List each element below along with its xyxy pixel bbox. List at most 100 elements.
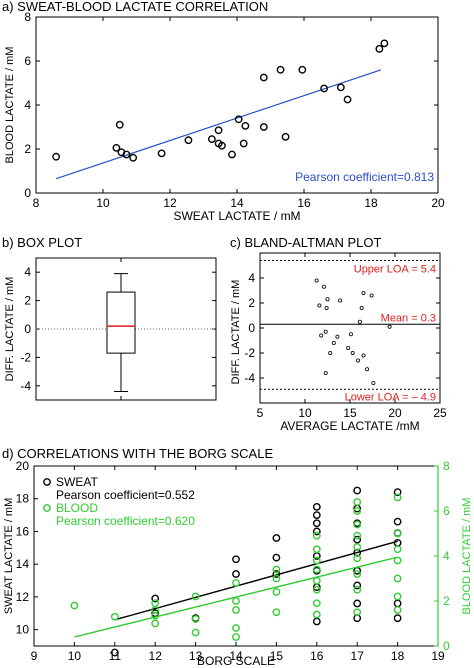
panel-a-frame [35,16,439,194]
panel-d-legend-pearson: Pearson coefficient=0.552 [56,488,195,502]
panel-d-data-point-blood [232,579,240,587]
panel-d-data-point-blood [312,585,321,594]
panel-c-data-point [359,305,364,310]
panel-a-x-tick-label: 18 [364,196,378,210]
panel-d-data-point-sweat [353,486,362,495]
panel-d-data-point-blood [191,615,200,623]
panel-d-x-tick-label: 19 [431,649,445,663]
panel-d-data-point-sweat [312,503,321,511]
panel-a-data-point [112,143,121,152]
panel-a-x-tick-label: 16 [297,196,311,210]
panel-a-data-point [259,123,268,131]
panel-c-data-point [361,353,366,358]
panel-a-data-point [218,141,226,150]
panel-d-x-tick-label: 9 [31,649,38,663]
panel-c-data-point [346,345,351,350]
panel-a-y-tick-label: 0 [24,186,31,200]
panel-c-data-point [361,290,366,295]
panel-d-data-point-blood [312,610,321,619]
panel-d-data-point-blood [272,565,281,574]
panel-d-data-point-blood [312,545,321,554]
panel-a-data-point [380,39,389,48]
panel-d-data-point-blood [353,554,362,563]
panel-a-data-point [259,73,268,82]
panel-d-data-point-blood [232,624,240,632]
panel-b-y-axis-label: DIFF. LACTATE / mM [4,277,16,382]
panel-d-data-point-blood [232,597,240,605]
panel-a-x-tick-label: 8 [33,196,40,210]
panel-a-data-point [115,120,124,129]
panel-d-data-point-blood [110,612,119,621]
panel-d-data-point-blood [272,574,281,583]
panel-a-x-tick-label: 12 [163,196,177,210]
panel-d-data-point-blood [353,608,362,617]
panel-c-title: c) BLAND-ALTMAN PLOT [230,235,382,250]
panel-d-data-point-sweat [353,581,362,590]
panel-a-data-point [320,84,328,93]
panel-d-data-point-blood [151,611,160,620]
panel-d-data-point-blood [353,531,362,540]
panel-d-data-point-sweat [393,599,402,608]
panel-c-y-tick-label: 4 [248,271,255,285]
panel-d-y-tick-label: 12 [16,590,30,604]
panel-d-legend-label: BLOOD [56,501,98,515]
panel-d-x-tick-label: 14 [229,649,243,663]
panel-a-data-point [214,126,223,135]
panel-d-data-point-sweat [232,555,240,564]
panel-d-data-point-blood [353,585,362,594]
panel-d-y-axis-label: SWEAT LACTATE / mM [3,498,15,615]
panel-d-data-point-blood [312,599,321,608]
panel-a-x-tick-label: 10 [96,196,110,210]
panel-c-reference-label: Mean = 0.3 [381,312,436,324]
panel-d-data-point-blood [393,574,402,583]
panel-d-y2-tick-label: 6 [443,504,450,518]
panel-d-data-point-blood [272,608,281,617]
panel-a-x-axis-label: SWEAT LACTATE / mM [173,209,300,223]
panel-d-data-point-sweat [393,488,402,497]
panel-d-x-tick-label: 16 [310,649,324,663]
panel-a-data-point [375,45,384,53]
panel-c-data-point [317,303,322,308]
panel-d-data-point-blood [272,588,281,596]
panel-d-legend-label: SWEAT [56,475,98,489]
panel-d-data-point-sweat [272,553,281,562]
panel-c-data-point [319,333,324,338]
panel-c-data-point [335,334,340,339]
panel-d-data-point-sweat [312,527,321,536]
panel-a-data-point [129,153,138,162]
panel-c-data-point [321,284,326,289]
panel-d-y2-axis-label: BLOOD LACTATE / mM [461,498,473,615]
panel-d-data-point-sweat [312,617,321,626]
panel-d-data-point-blood [353,507,362,515]
panel-c-data-point [356,358,361,363]
panel-c-y-axis-label: DIFF. LACTATE / mM [230,280,242,385]
panel-a-pearson-annotation: Pearson coefficient=0.813 [295,170,434,184]
panel-c-data-point [325,297,330,302]
panel-a-data-point [298,65,307,74]
panel-d-data-point-blood [312,576,321,585]
panel-c-frame [259,252,441,404]
panel-d-data-point-blood [151,619,160,628]
panel-a-data-point [207,135,216,144]
panel-a-y-tick-label: 4 [24,98,31,112]
panel-a-data-point [239,139,248,148]
panel-d-data-point-blood [312,565,321,574]
panel-d-y-tick-label: 14 [16,557,30,571]
panel-d-data-point-sweat [393,517,402,526]
panel-d-data-point-blood [353,543,362,551]
panel-d-data-point-blood [151,599,160,608]
panel-a-title: a) SWEAT-BLOOD LACTATE CORRELATION [2,0,268,14]
panel-d-data-point-blood [393,556,402,565]
panel-c-data-point [371,380,376,385]
panel-a-data-point [343,95,352,104]
panel-d-data-point-sweat [312,519,321,528]
panel-d-data-point-blood [70,601,79,610]
panel-d-y2-tick-label: 8 [443,459,450,473]
panel-d-y-tick-label: 10 [16,623,30,637]
panel-d-x-tick-label: 12 [149,649,163,663]
panel-d-data-point-blood [353,570,362,578]
panel-a-data-point [234,115,243,124]
panel-d-legend-pearson: Pearson coefficient=0.620 [56,514,195,528]
panel-a-fit-line [55,69,382,180]
